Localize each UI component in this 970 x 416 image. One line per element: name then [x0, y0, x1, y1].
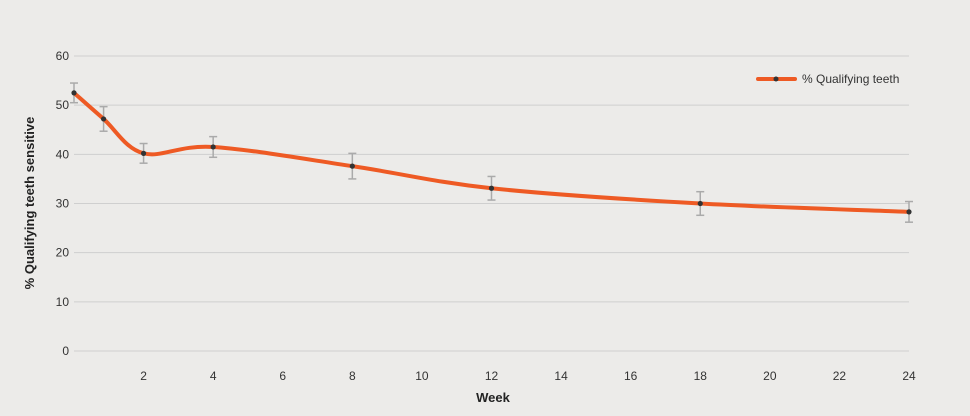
legend: % Qualifying teeth: [756, 72, 899, 86]
x-tick-label: 4: [210, 369, 217, 383]
x-tick-label: 16: [624, 369, 638, 383]
x-tick-label: 20: [763, 369, 777, 383]
y-tick-label: 60: [56, 49, 70, 63]
y-tick-labels: 0 10 20 30 40 50 60: [56, 49, 70, 358]
data-point: [488, 185, 495, 191]
y-tick-label: 0: [62, 344, 69, 358]
data-point: [140, 150, 147, 156]
x-tick-label: 24: [902, 369, 916, 383]
series-line: [72, 90, 911, 214]
data-point: [697, 200, 703, 207]
legend-marker: [773, 76, 779, 82]
x-tick-label: 2: [140, 369, 147, 383]
legend-label: % Qualifying teeth: [802, 72, 899, 86]
x-tick-label: 18: [694, 369, 708, 383]
x-tick-label: 12: [485, 369, 499, 383]
data-point: [210, 144, 216, 150]
y-tick-label: 20: [56, 246, 70, 260]
y-tick-label: 30: [56, 197, 70, 211]
data-points: [71, 90, 912, 215]
data-point: [100, 116, 107, 122]
y-tick-label: 10: [56, 295, 70, 309]
x-tick-label: 10: [415, 369, 429, 383]
data-point: [349, 163, 355, 169]
x-tick-label: 6: [279, 369, 286, 383]
gridlines: [74, 55, 909, 352]
x-axis-title: Week: [476, 390, 510, 405]
data-point: [71, 90, 77, 96]
error-bars: [70, 82, 913, 223]
x-tick-label: 14: [554, 369, 568, 383]
x-tick-labels: 2 4 6 8 10 12 14 16 18 20 22 24: [140, 369, 916, 383]
y-axis-title: % Qualifying teeth sensitive: [22, 117, 37, 290]
data-point: [906, 209, 912, 215]
x-tick-label: 22: [833, 369, 847, 383]
x-tick-label: 8: [349, 369, 356, 383]
y-tick-label: 50: [56, 98, 70, 112]
y-tick-label: 40: [56, 147, 70, 161]
series-lines: [72, 90, 911, 214]
